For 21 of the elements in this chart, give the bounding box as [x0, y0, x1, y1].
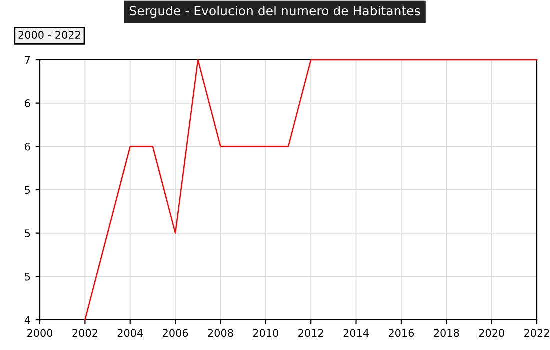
y-tick-label: 6	[25, 100, 30, 108]
x-tick-label: 2006	[163, 329, 188, 338]
x-tick-label: 2002	[72, 329, 98, 338]
x-tick-label: 2004	[118, 329, 144, 338]
y-tick-label: 7	[25, 56, 30, 64]
y-tick-label: 5	[25, 230, 30, 238]
chart-subtitle: 2000 - 2022	[18, 31, 80, 40]
x-tick-label: 2016	[388, 329, 414, 338]
x-tick-label: 2014	[344, 329, 369, 338]
x-tick-label: 2018	[434, 329, 460, 338]
y-tick-label: 6	[25, 142, 30, 151]
x-tick-label: 2000	[28, 329, 53, 338]
y-tick-label: 4	[24, 316, 30, 324]
y-tick-label: 5	[25, 186, 30, 194]
x-tick-label: 2020	[479, 329, 504, 338]
x-tick-label: 2012	[298, 329, 324, 338]
x-tick-label: 2010	[253, 329, 278, 338]
x-tick-label: 2022	[524, 329, 550, 338]
x-tick-label: 2008	[208, 329, 234, 338]
y-tick-label: 5	[25, 273, 30, 281]
chart-title: Sergude - Evolucion del numero de Habitantes	[130, 6, 420, 18]
